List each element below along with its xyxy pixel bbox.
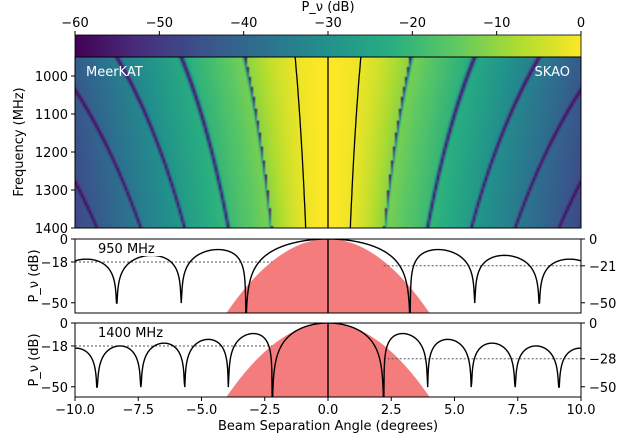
panel-950-label-bg: [93, 240, 173, 256]
y-tick-label-left: 0: [60, 317, 68, 332]
colorbar-tick-label: −10: [483, 16, 510, 31]
x-axis-label: Beam Separation Angle (degrees): [218, 419, 438, 434]
heatmap-y-tick-label: 1100: [35, 108, 68, 123]
y-tick-label-right: −50: [589, 297, 616, 312]
heatmap-y-tick-label: 1000: [35, 70, 68, 85]
y-tick-label-right: 0: [589, 233, 597, 248]
x-tick-label: 2.5: [381, 403, 402, 418]
y-tick-label-left: −50: [41, 297, 68, 312]
panel-1400-label-bg: [93, 324, 179, 340]
y-tick-label-left: −18: [41, 256, 68, 271]
panel-950-ticks: 0 −18 −50 0 −21 −50: [41, 233, 617, 312]
panel-1400-y-label: P_ν (dB): [27, 333, 42, 386]
heatmap-frame: [74, 56, 582, 229]
y-tick-label-right: 0: [589, 317, 597, 332]
x-tick-label: 7.5: [507, 403, 528, 418]
panel-950-frame: [74, 238, 582, 314]
panel-950-label: 950 MHz: [98, 242, 155, 257]
panel-1400-label: 1400 MHz: [98, 326, 163, 341]
colorbar-tick-label: −50: [146, 16, 173, 31]
panel-1400-ticks: 0 −18 −50 0 −28 −50: [41, 317, 617, 396]
heatmap-contours: [294, 57, 362, 228]
x-tick-label: −10.0: [55, 403, 95, 418]
colorbar-tick-label: 0: [577, 16, 585, 31]
beam-curve-1400: [75, 323, 581, 397]
panel-950-y-label: P_ν (dB): [27, 249, 42, 302]
y-tick-label-right: −21: [589, 260, 616, 275]
heatmap-panel: MeerKAT SKAO 1000 1100 1200 1300 1400 Freque…: [12, 56, 582, 237]
beam-curve-950: [75, 239, 581, 313]
annotation-skao: SKAO: [535, 65, 570, 80]
y-tick-label-left: −50: [41, 381, 68, 396]
y-tick-label-left: 0: [60, 233, 68, 248]
colorbar: −60 −50 −40 −30 −20 −10 0 P_ν (dB): [61, 0, 585, 58]
heatmap-y-label: Frequency (MHz): [12, 87, 27, 196]
colorbar-tick-label: −60: [61, 16, 88, 31]
heatmap-contour-right: [349, 57, 362, 228]
annotation-meerkat: MeerKAT: [86, 65, 143, 80]
panel-1400: 1400 MHz 0 −18 −50 0 −28 −50 P_ν (dB) −10.0 −7…: [27, 317, 616, 434]
x-tick-label: 0.0: [318, 403, 339, 418]
heatmap-y-tick-label: 1400: [35, 222, 68, 237]
x-tick-label: −7.5: [122, 403, 154, 418]
x-tick-label: 10.0: [567, 403, 596, 418]
y-tick-label-right: −50: [589, 381, 616, 396]
x-tick-label: 5.0: [444, 403, 465, 418]
colorbar-tick-label: −20: [399, 16, 426, 31]
x-tick-label: −2.5: [249, 403, 281, 418]
panel-950: 950 MHz 0 −18 −50 0 −21 −50 P_ν (dB): [27, 233, 617, 314]
x-axis-ticks: −10.0 −7.5 −5.0 −2.5 0.0 2.5 5.0 7.5 10.0: [55, 397, 595, 418]
heatmap-contour-left: [294, 57, 307, 228]
y-tick-label-left: −18: [41, 340, 68, 355]
colorbar-label: P_ν (dB): [301, 0, 354, 15]
colorbar-ticks: −60 −50 −40 −30 −20 −10 0: [61, 16, 585, 35]
heatmap-y-ticks: 1000 1100 1200 1300 1400: [35, 70, 75, 237]
y-tick-label-right: −28: [589, 353, 616, 368]
colorbar-tick-label: −30: [314, 16, 341, 31]
colorbar-gradient: [74, 34, 582, 58]
heatmap-y-tick-label: 1300: [35, 184, 68, 199]
heatmap-y-tick-label: 1200: [35, 146, 68, 161]
colorbar-tick-label: −40: [230, 16, 257, 31]
x-tick-label: −5.0: [186, 403, 218, 418]
